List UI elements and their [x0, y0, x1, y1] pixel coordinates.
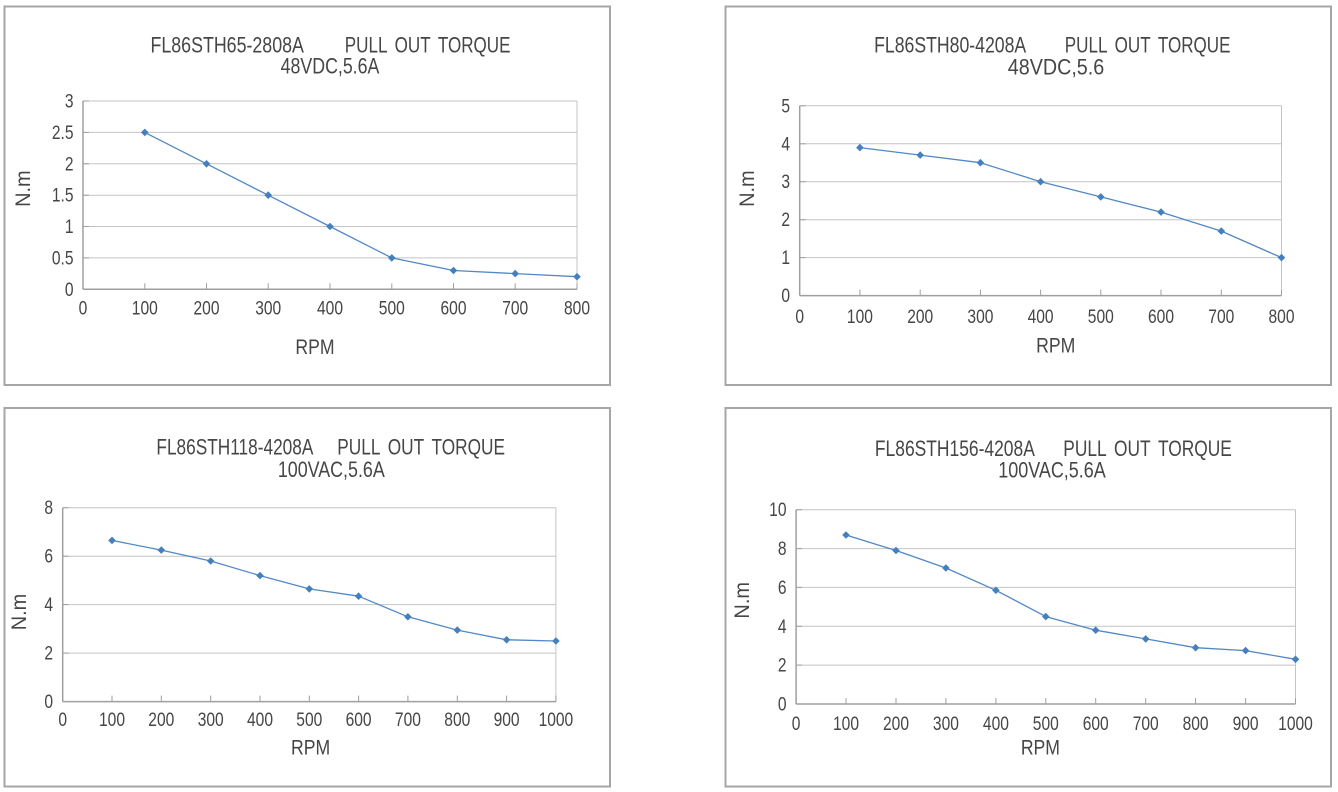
svg-text:RPM: RPM — [295, 336, 334, 360]
svg-text:1: 1 — [781, 247, 790, 269]
svg-text:700: 700 — [1133, 713, 1159, 735]
svg-text:2.5: 2.5 — [52, 121, 74, 143]
svg-text:8: 8 — [778, 538, 787, 560]
svg-text:N.m: N.m — [12, 170, 36, 207]
svg-text:900: 900 — [494, 709, 520, 731]
svg-text:PULL OUT TORQUE: PULL OUT TORQUE — [345, 33, 511, 58]
svg-text:2: 2 — [65, 153, 74, 175]
svg-text:100VAC,5.6A: 100VAC,5.6A — [998, 459, 1106, 483]
svg-text:0: 0 — [792, 713, 801, 735]
svg-text:600: 600 — [441, 297, 467, 319]
svg-text:FL86STH65-2808A: FL86STH65-2808A — [151, 34, 305, 58]
svg-text:0: 0 — [795, 306, 804, 328]
svg-text:0.5: 0.5 — [52, 247, 74, 269]
svg-text:900: 900 — [1233, 713, 1259, 735]
svg-text:800: 800 — [1269, 306, 1295, 328]
svg-text:48VDC,5.6A: 48VDC,5.6A — [281, 55, 380, 79]
svg-text:FL86STH156-4208A: FL86STH156-4208A — [875, 437, 1036, 461]
svg-text:100: 100 — [132, 297, 158, 319]
svg-text:400: 400 — [983, 713, 1009, 735]
svg-text:600: 600 — [346, 709, 372, 731]
svg-text:2: 2 — [781, 209, 790, 231]
svg-text:200: 200 — [148, 709, 174, 731]
svg-text:N.m: N.m — [731, 582, 755, 619]
svg-text:RPM: RPM — [1036, 334, 1075, 358]
svg-text:1: 1 — [65, 216, 74, 238]
svg-text:100: 100 — [99, 709, 125, 731]
svg-text:0: 0 — [781, 285, 790, 307]
svg-text:6: 6 — [44, 545, 53, 567]
svg-text:500: 500 — [379, 297, 405, 319]
svg-text:300: 300 — [967, 306, 993, 328]
svg-text:N.m: N.m — [7, 594, 31, 631]
svg-text:8: 8 — [44, 497, 53, 519]
svg-text:500: 500 — [296, 709, 322, 731]
svg-text:700: 700 — [502, 297, 528, 319]
svg-text:300: 300 — [933, 713, 959, 735]
svg-text:6: 6 — [778, 576, 787, 598]
svg-text:4: 4 — [778, 615, 787, 637]
svg-text:200: 200 — [907, 306, 933, 328]
svg-text:100: 100 — [847, 306, 873, 328]
svg-text:3: 3 — [781, 171, 790, 193]
svg-text:0: 0 — [778, 693, 787, 715]
svg-text:100: 100 — [833, 713, 859, 735]
svg-text:3: 3 — [65, 90, 74, 112]
svg-text:100VAC,5.6A: 100VAC,5.6A — [278, 458, 385, 482]
svg-text:1000: 1000 — [539, 709, 574, 731]
svg-text:RPM: RPM — [291, 736, 330, 760]
svg-text:200: 200 — [883, 713, 909, 735]
svg-text:600: 600 — [1083, 713, 1109, 735]
svg-text:400: 400 — [1028, 306, 1054, 328]
svg-text:800: 800 — [564, 297, 590, 319]
svg-text:300: 300 — [198, 709, 224, 731]
svg-text:FL86STH118-4208A: FL86STH118-4208A — [156, 436, 314, 460]
svg-text:FL86STH80-4208A: FL86STH80-4208A — [874, 34, 1027, 58]
svg-text:400: 400 — [247, 709, 273, 731]
svg-text:0: 0 — [44, 691, 53, 713]
svg-text:600: 600 — [1148, 306, 1174, 328]
svg-text:1.5: 1.5 — [52, 184, 74, 206]
svg-text:0: 0 — [65, 278, 74, 300]
svg-text:300: 300 — [255, 297, 281, 319]
svg-text:PULL OUT TORQUE: PULL OUT TORQUE — [1063, 437, 1232, 461]
svg-text:N.m: N.m — [735, 170, 759, 207]
svg-text:PULL OUT TORQUE: PULL OUT TORQUE — [1065, 33, 1231, 58]
svg-text:0: 0 — [58, 709, 67, 731]
svg-text:2: 2 — [44, 642, 53, 664]
svg-text:2: 2 — [778, 654, 787, 676]
svg-text:800: 800 — [1183, 713, 1209, 735]
svg-text:500: 500 — [1088, 306, 1114, 328]
svg-text:5: 5 — [781, 95, 790, 117]
svg-text:0: 0 — [79, 297, 88, 319]
svg-text:RPM: RPM — [1021, 736, 1060, 760]
svg-text:4: 4 — [781, 133, 790, 155]
svg-text:PULL OUT TORQUE: PULL OUT TORQUE — [337, 436, 505, 460]
svg-text:700: 700 — [1208, 306, 1234, 328]
svg-text:4: 4 — [44, 594, 53, 616]
svg-text:500: 500 — [1033, 713, 1059, 735]
svg-text:700: 700 — [395, 709, 421, 731]
svg-text:48VDC,5.6: 48VDC,5.6 — [1008, 56, 1104, 80]
svg-text:10: 10 — [769, 499, 786, 521]
svg-text:400: 400 — [317, 297, 343, 319]
svg-text:800: 800 — [444, 709, 470, 731]
svg-text:200: 200 — [194, 297, 220, 319]
svg-text:1000: 1000 — [1278, 713, 1313, 735]
